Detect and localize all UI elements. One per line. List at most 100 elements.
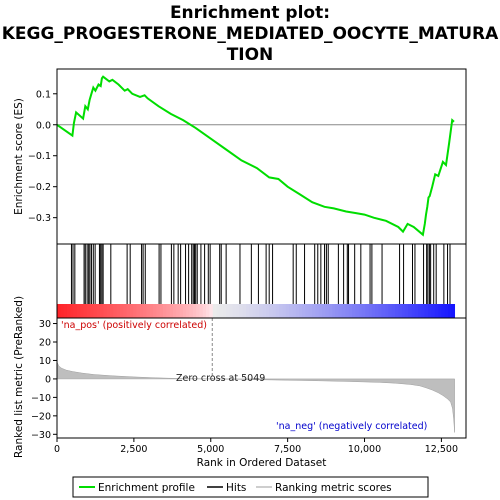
rank-color-cell [153,304,157,318]
rank-color-cell [428,304,432,318]
rank-color-cell [60,304,65,318]
rank-color-cell [265,304,270,318]
rank-color-cell [129,304,134,318]
rank-color-cell [209,304,214,318]
title-line-3: TION [227,45,274,65]
rank-color-cell [143,304,147,318]
es-y-axis-label: Enrichment score (ES) [13,98,25,215]
legend-enrichment-label: Enrichment profile [98,482,195,494]
rank-color-cell [315,304,320,318]
legend-hits-label: Hits [226,482,246,494]
rank-y-tick-label: −30 [31,430,51,441]
rank-color-cell [401,304,406,318]
rank-color-cell [302,304,306,318]
rank-color-cell [318,304,323,318]
rank-color-cell [179,304,184,318]
rank-color-cell [83,304,88,318]
rank-x-ticks: 0 2,500 5,000 7,500 10,000 12,500 [54,438,458,455]
rank-color-cell [394,304,399,318]
rank-color-cell [86,304,91,318]
rank-color-cell [229,304,234,318]
es-y-tick-label: −0.3 [28,213,51,224]
rank-color-cell [451,304,456,318]
rank-color-cell [219,304,224,318]
rank-color-cell [335,304,340,318]
hit-markers [70,244,451,304]
rank-x-tick-label: 2,500 [120,444,147,455]
rank-color-cell [391,304,396,318]
rank-color-cell [192,304,197,318]
rank-color-cell [166,304,171,318]
rank-y-tick-label: −10 [31,393,51,404]
rank-color-cell [295,304,300,318]
ranking-panel: 30 20 10 0 −10 −20 −30 0 2,500 5,000 7,500 10,000 1… [13,296,467,469]
rank-color-cell [239,304,243,318]
rank-color-cell [136,304,141,318]
rank-color-cell [113,304,118,318]
rank-color-cell [139,304,144,318]
neg-correlated-label: 'na_neg' (negatively correlated) [276,421,427,432]
rank-color-cell [252,304,257,318]
legend-box [72,476,429,498]
es-y-ticks: 0.1 0.0 −0.1 −0.2 −0.3 [28,89,57,224]
rank-color-cell [404,304,409,318]
es-y-tick-label: 0.1 [36,89,51,100]
zero-cross-label: Zero cross at 5049 [176,373,265,384]
rank-x-axis-label: Rank in Ordered Dataset [197,457,327,469]
es-y-tick-label: 0.0 [36,120,51,131]
rank-color-cell [444,304,449,318]
rank-x-tick-label: 10,000 [348,444,381,455]
rank-color-cell [292,304,296,318]
rank-color-cell [322,304,326,318]
rank-y-tick-label: −20 [31,411,51,422]
rank-color-cell [262,304,267,318]
rank-color-cell [116,304,121,318]
ranking-metric-area [56,361,455,433]
rank-color-cell [424,304,429,318]
rank-color-cell [272,304,277,318]
es-y-tick-label: −0.1 [28,151,51,162]
es-y-tick-label: −0.2 [28,182,51,193]
rank-color-cell [100,304,104,318]
rank-color-cell [398,304,403,318]
rank-color-cell [90,304,94,318]
hits-area [57,244,466,304]
rank-color-cell [275,304,280,318]
rank-color-cell [332,304,336,318]
rank-color-cell [285,304,290,318]
rank-y-tick-label: 20 [39,338,51,349]
rank-color-cell [361,304,366,318]
rank-color-cell [249,304,253,318]
pos-correlated-label: 'na_pos' (positively correlated) [61,320,207,331]
rank-color-cell [70,304,74,318]
rank-color-cell [312,304,316,318]
rank-color-cell [119,304,124,318]
rank-color-cell [358,304,363,318]
rank-color-cell [206,304,210,318]
rank-color-cell [73,304,78,318]
rank-color-cell [418,304,422,318]
rank-color-cell [93,304,98,318]
rank-color-cell [235,304,240,318]
rank-color-cell [169,304,174,318]
rank-color-cell [408,304,412,318]
rank-color-cell [172,304,177,318]
rank-color-cell [371,304,376,318]
rank-x-tick-label: 0 [54,444,60,455]
rank-color-cell [106,304,111,318]
rank-color-cell [447,304,452,318]
rank-color-cell [421,304,426,318]
rank-color-cell [225,304,230,318]
rank-color-cell [351,304,356,318]
rank-color-cell [308,304,313,318]
rank-color-cell [355,304,359,318]
rank-y-tick-label: 30 [39,319,51,330]
rank-color-cell [202,304,207,318]
rank-color-cell [182,304,187,318]
rank-color-cell [328,304,333,318]
rank-color-cell [163,304,167,318]
rank-color-cell [66,304,71,318]
rank-color-cell [282,304,287,318]
rank-color-cell [216,304,220,318]
title-line-1: Enrichment plot: [170,3,330,23]
